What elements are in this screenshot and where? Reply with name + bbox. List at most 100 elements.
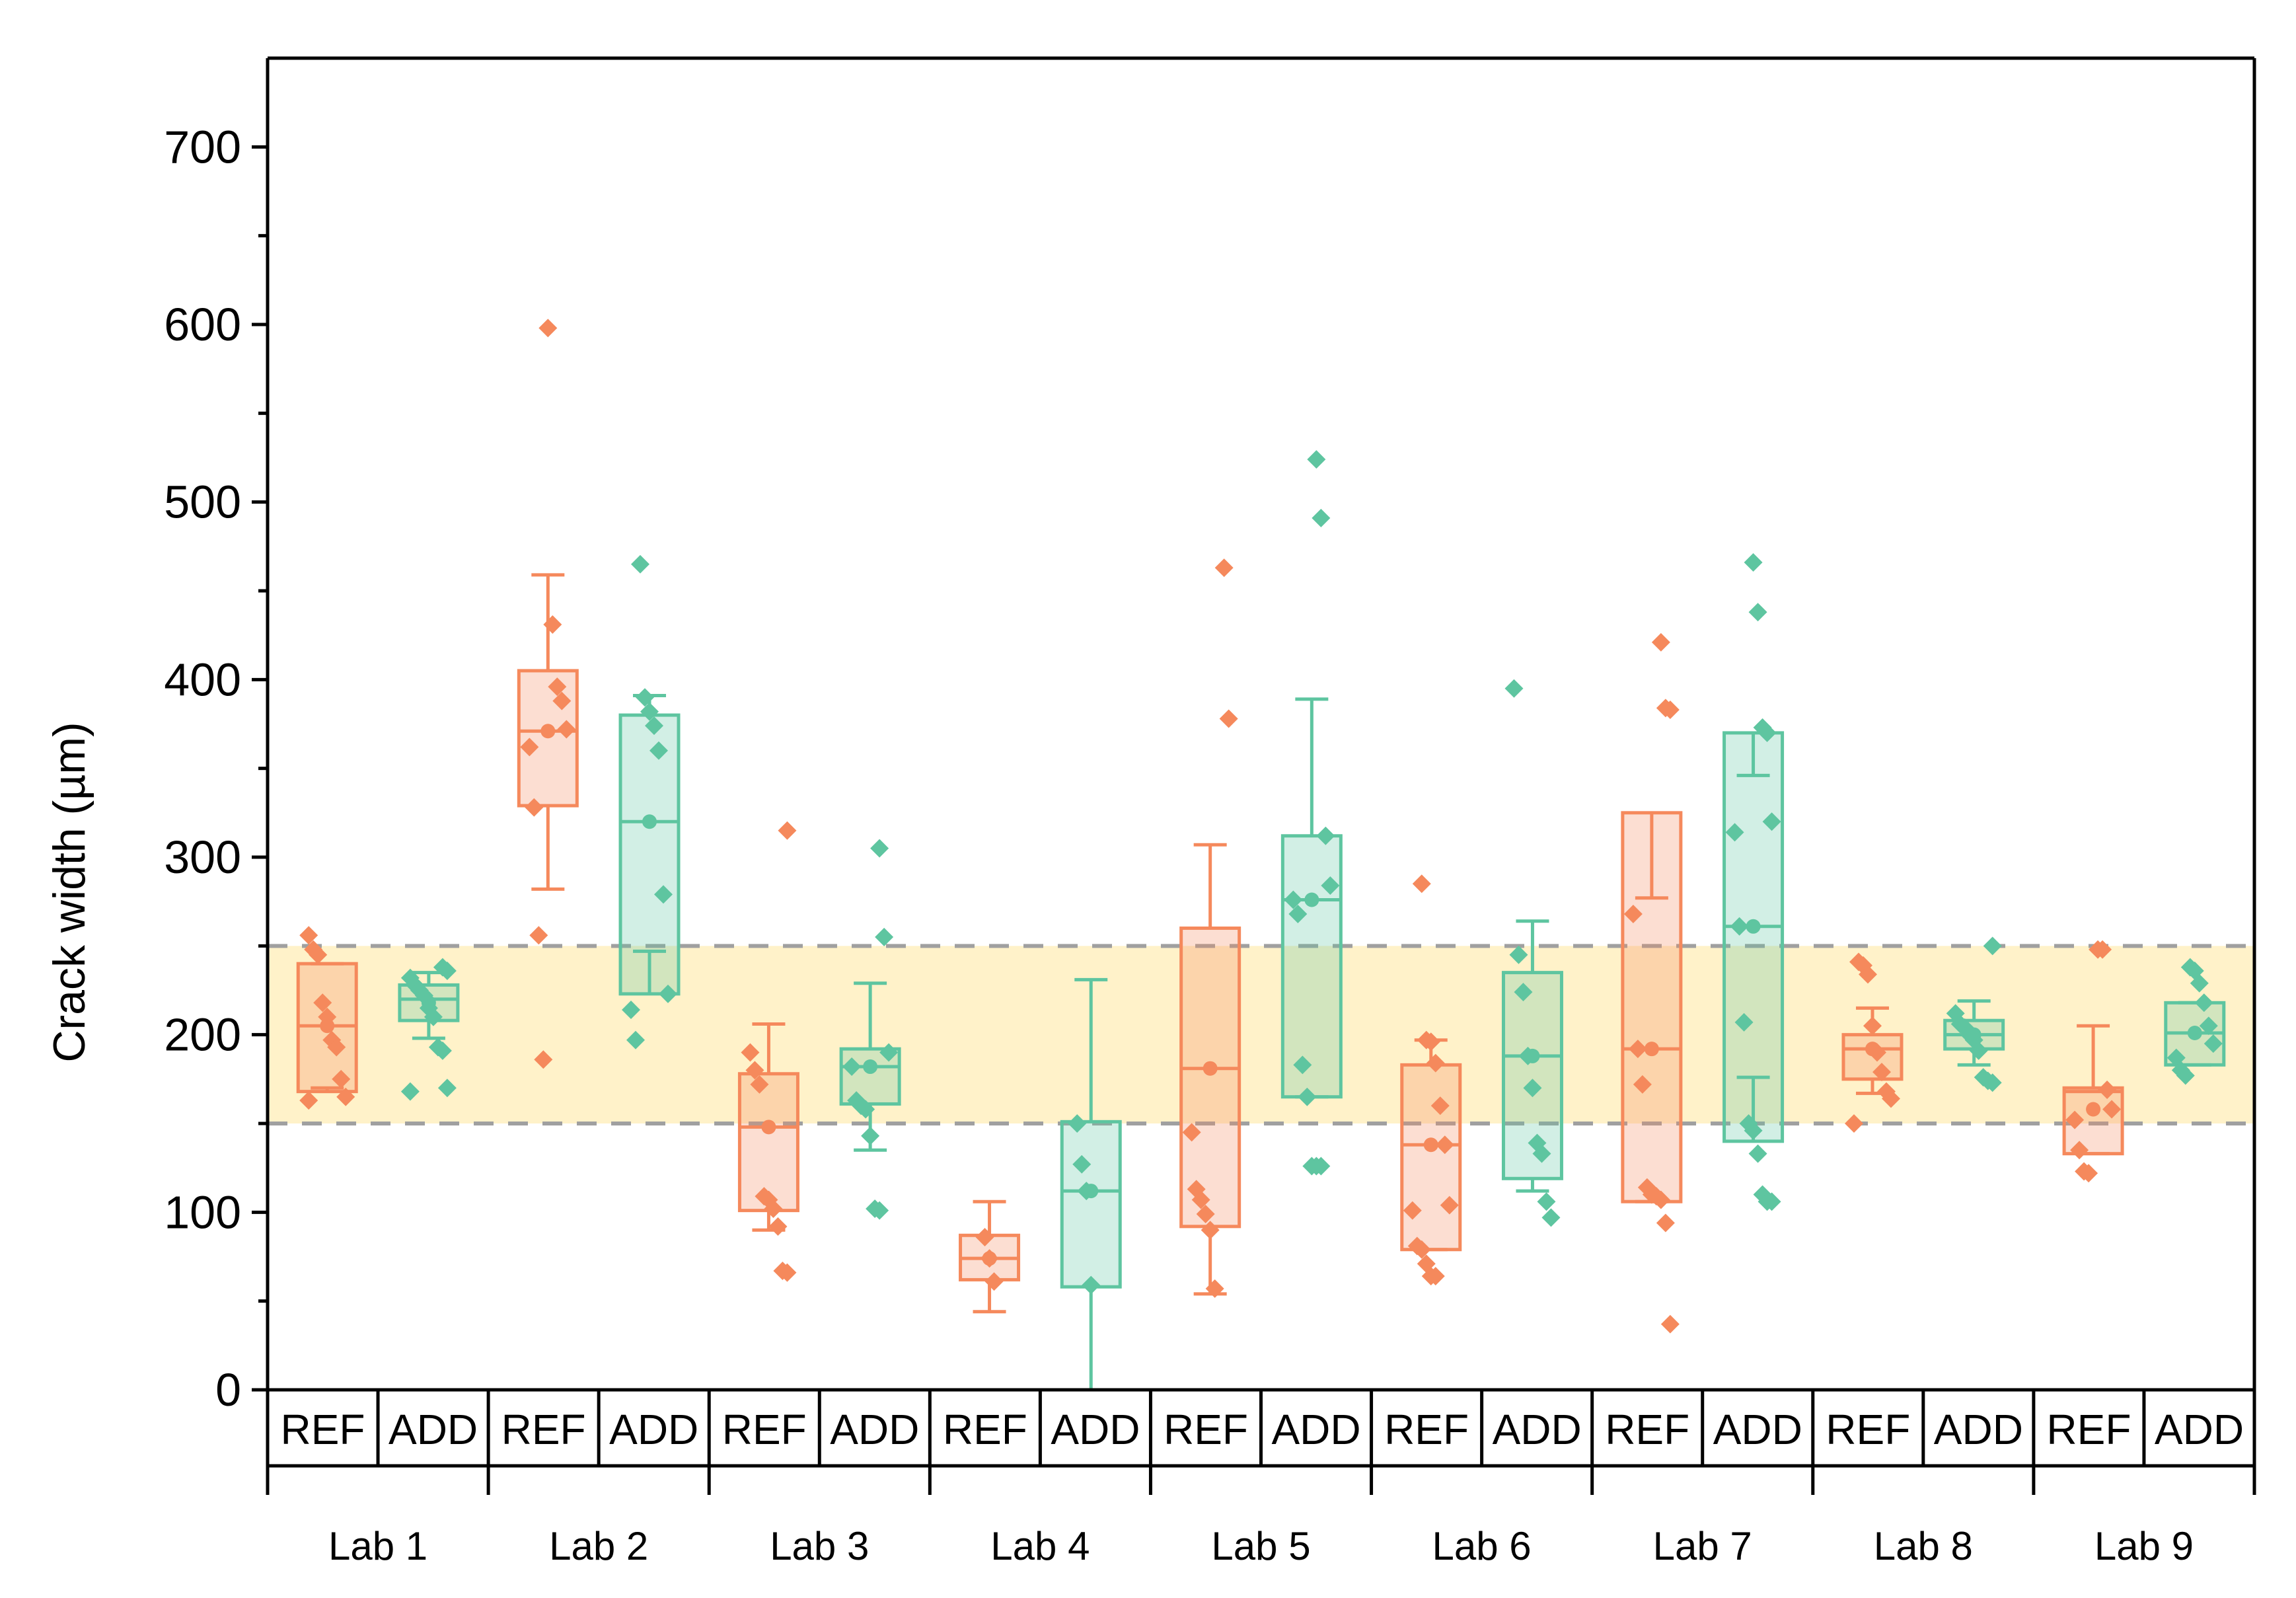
lab-label: Lab 7 [1653, 1524, 1752, 1568]
mean-marker [1644, 1042, 1659, 1057]
mean-marker [2086, 1102, 2101, 1117]
data-point [764, 1199, 783, 1218]
data-point [1426, 1267, 1445, 1286]
group-label-ref: REF [722, 1406, 807, 1453]
group-label-ref: REF [1164, 1406, 1248, 1453]
data-point [1412, 874, 1431, 894]
box-lab-1-ref [296, 926, 358, 1110]
data-point [640, 702, 659, 721]
data-point [1867, 1043, 1886, 1062]
data-point [1068, 1114, 1087, 1133]
mean-marker [2187, 1025, 2202, 1040]
box-lab-9-add [2164, 958, 2226, 1085]
data-point [1762, 812, 1781, 831]
group-label-add: ADD [1713, 1406, 1802, 1453]
data-point [1321, 876, 1340, 895]
data-point [1651, 1190, 1670, 1209]
data-point [1430, 1096, 1450, 1116]
data-point [645, 716, 664, 736]
data-point [1748, 603, 1767, 622]
box-lab-2-add [618, 554, 681, 1049]
data-point [1214, 558, 1234, 578]
y-tick-label: 200 [164, 1009, 241, 1061]
data-point [520, 738, 539, 757]
group-label-ref: REF [1826, 1406, 1910, 1453]
box-lab-4-ref [959, 1199, 1021, 1314]
data-point [1504, 679, 1524, 698]
lab-label: Lab 1 [328, 1524, 427, 1568]
lab-label: Lab 9 [2094, 1524, 2194, 1568]
mean-marker [1423, 1137, 1438, 1153]
data-point [622, 1001, 641, 1020]
data-point [2098, 1080, 2117, 1099]
data-point [1196, 1205, 1215, 1224]
data-point [400, 1082, 420, 1101]
box-lab-1-add [398, 958, 460, 1101]
data-point [636, 688, 655, 707]
data-point [2102, 1100, 2122, 1119]
data-point [1633, 1075, 1652, 1094]
category-axis: REF ADD Lab 1 REF ADD Lab 2 REF ADD Lab 3 REF ADD L… [266, 1388, 2256, 1568]
data-point [1758, 723, 1777, 742]
data-point [1651, 632, 1670, 652]
lab-label: Lab 4 [990, 1524, 1090, 1568]
group-label-add: ADD [830, 1406, 919, 1453]
box-lab-6-add [1501, 679, 1563, 1227]
y-tick-label: 700 [164, 121, 241, 172]
data-point [875, 927, 894, 946]
box-lab-4-add [1060, 977, 1122, 1392]
group-label-add: ADD [609, 1406, 698, 1453]
data-point [1293, 1055, 1312, 1075]
data-point [336, 1087, 355, 1106]
data-point [2203, 1034, 2223, 1053]
y-tick-label: 400 [164, 654, 241, 705]
data-point [327, 1038, 346, 1057]
box-lab-5-ref [1179, 558, 1241, 1298]
data-point [548, 677, 567, 697]
data-point [525, 798, 544, 817]
data-point [879, 1043, 899, 1062]
data-point [1312, 508, 1331, 527]
data-point [299, 1091, 318, 1110]
mean-marker [761, 1120, 776, 1135]
box-lab-9-ref [2062, 940, 2124, 1183]
data-point [1316, 826, 1335, 845]
data-point [1863, 1016, 1882, 1036]
data-point [433, 1041, 452, 1060]
data-point [1983, 1073, 2002, 1092]
lab-label: Lab 5 [1211, 1524, 1310, 1568]
data-point [1537, 1192, 1556, 1211]
data-point [437, 1079, 457, 1098]
data-point [1403, 1201, 1422, 1220]
data-point [424, 1007, 443, 1026]
data-point [1426, 1053, 1445, 1073]
data-point [1518, 1046, 1537, 1065]
data-point [1077, 1182, 1096, 1201]
data-point [2190, 973, 2209, 993]
data-point [1219, 709, 1238, 728]
y-axis: 0 100 200 300 400 500 600 700 [164, 121, 268, 1416]
data-point [631, 554, 650, 574]
box-body [1060, 1120, 1122, 1289]
mean-marker [863, 1059, 878, 1075]
lab-label: Lab 8 [1874, 1524, 1973, 1568]
box-lab-7-ref [1621, 632, 1683, 1334]
data-point [1730, 917, 1749, 936]
data-point [1421, 1032, 1440, 1051]
data-point [741, 1043, 760, 1062]
data-point [1541, 1208, 1561, 1227]
data-point [778, 821, 797, 840]
reference-band [268, 944, 2254, 1125]
mean-marker [540, 724, 556, 739]
data-point [1284, 890, 1303, 909]
group-label-ref: REF [1384, 1406, 1469, 1453]
data-point [1844, 1114, 1863, 1133]
mean-marker [1746, 919, 1761, 934]
y-axis-label: Crack width (µm) [44, 722, 94, 1062]
data-point [1660, 701, 1680, 720]
mean-marker [1203, 1061, 1218, 1076]
data-point [659, 984, 678, 1003]
box-lab-8-add [1943, 936, 2005, 1092]
data-point [1881, 1089, 1900, 1108]
